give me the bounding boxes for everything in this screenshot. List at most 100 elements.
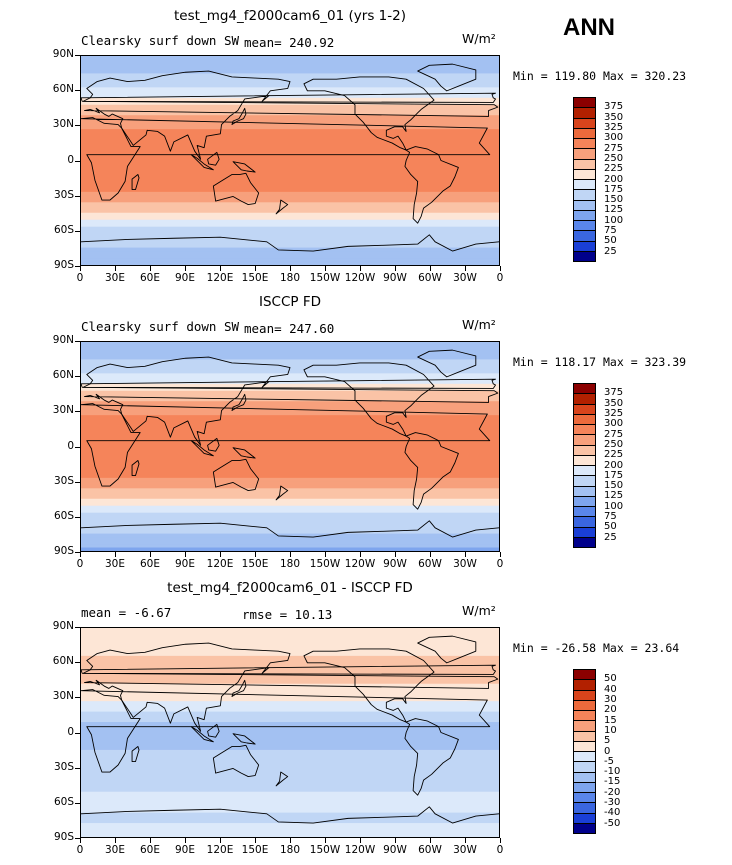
contour-band xyxy=(81,753,499,758)
coastline-uk xyxy=(81,92,496,103)
lon-tick-label: 180 xyxy=(279,844,301,856)
contour-band xyxy=(81,666,499,671)
colorbar-swatch xyxy=(574,445,595,456)
lon-tick-mark xyxy=(360,266,361,271)
coastline-greenland xyxy=(417,63,477,92)
contour-band xyxy=(81,690,499,695)
contour-band xyxy=(81,188,499,193)
contour-band xyxy=(81,383,499,388)
contour-band xyxy=(81,237,499,242)
lat-tick-label: 90N xyxy=(52,620,74,632)
coastline-japan xyxy=(231,393,247,411)
center-label: rmse = 10.13 xyxy=(242,607,333,622)
contour-band xyxy=(81,143,499,148)
colorbar-swatch xyxy=(574,670,595,681)
lat-tick-mark xyxy=(75,376,80,378)
lat-tick-mark xyxy=(75,230,80,232)
lat-tick-mark xyxy=(75,732,80,734)
lat-tick-label: 90S xyxy=(53,831,74,843)
contour-band xyxy=(81,136,499,141)
colorbar-swatch xyxy=(574,496,595,507)
contour-band xyxy=(81,659,499,664)
lon-tick-mark xyxy=(360,552,361,557)
contour-band xyxy=(81,251,499,256)
contour-band xyxy=(81,153,499,158)
contour-band xyxy=(81,104,499,109)
colorbar-swatch xyxy=(574,782,595,793)
coastline-greenland xyxy=(417,635,477,664)
colorbar-level-label: 250 xyxy=(604,438,624,450)
contour-band xyxy=(81,429,499,434)
contour-band xyxy=(81,369,499,374)
lon-tick-label: 0 xyxy=(496,844,504,856)
coastline-uk xyxy=(81,378,496,389)
lon-tick-label: 0 xyxy=(496,272,504,284)
lon-tick-mark xyxy=(80,838,81,843)
lon-tick-mark xyxy=(325,838,326,843)
contour-band xyxy=(81,760,499,765)
coastline-africa xyxy=(81,403,491,487)
lon-tick-label: 150E xyxy=(241,844,269,856)
lon-tick-label: 30W xyxy=(453,558,477,570)
colorbar-swatch xyxy=(574,384,595,395)
contour-band xyxy=(81,247,499,252)
colorbar-level-label: 0 xyxy=(604,745,611,757)
lon-tick-label: 0 xyxy=(76,558,84,570)
lon-tick-label: 120W xyxy=(344,272,376,284)
colorbar-swatch xyxy=(574,108,595,119)
colorbar-swatch xyxy=(574,476,595,487)
contour-band xyxy=(81,774,499,779)
colorbar-level-label: 350 xyxy=(604,111,624,123)
colorbar xyxy=(573,669,596,834)
contour-band xyxy=(81,449,499,455)
contour-band xyxy=(81,191,499,196)
colorbar-level-label: 225 xyxy=(604,449,624,461)
colorbar-swatch xyxy=(574,721,595,732)
lon-tick-label: 60E xyxy=(140,558,160,570)
lon-tick-label: 60W xyxy=(418,844,442,856)
contour-band xyxy=(81,795,499,800)
lon-tick-mark xyxy=(395,266,396,271)
lat-tick-label: 0 xyxy=(67,725,74,738)
colorbar-swatch xyxy=(574,537,595,547)
contour-band xyxy=(81,226,499,231)
units-label: W/m² xyxy=(462,317,496,332)
lat-tick-mark xyxy=(75,195,80,197)
coastline-borneo xyxy=(207,437,220,452)
lon-tick-label: 30E xyxy=(105,844,125,856)
lat-tick-label: 60S xyxy=(53,509,74,522)
colorbar-level-label: 275 xyxy=(604,142,624,154)
contour-band xyxy=(81,115,499,120)
lon-tick-mark xyxy=(80,266,81,271)
lon-tick-label: 90W xyxy=(383,558,407,570)
colorbar-level-label: -20 xyxy=(604,786,621,798)
contour-band xyxy=(81,540,499,545)
contour-band xyxy=(81,477,499,482)
contour-band xyxy=(81,830,499,835)
lon-tick-label: 0 xyxy=(76,272,84,284)
colorbar-level-label: 75 xyxy=(604,225,617,237)
lat-tick-label: 60S xyxy=(53,223,74,236)
colorbar-level-label: -10 xyxy=(604,766,621,778)
contour-band xyxy=(81,394,499,399)
contour-band xyxy=(81,254,499,259)
colorbar-level-label: 200 xyxy=(604,459,624,471)
contour-band xyxy=(81,163,499,169)
contour-band xyxy=(81,722,499,727)
contour-band xyxy=(81,812,499,817)
colorbar-swatch xyxy=(574,823,595,833)
lat-tick-mark xyxy=(75,767,80,769)
colorbar-level-label: 325 xyxy=(604,121,624,133)
colorbar-swatch xyxy=(574,486,595,497)
colorbar-swatch xyxy=(574,221,595,232)
contour-band xyxy=(81,781,499,786)
contour-band xyxy=(81,467,499,472)
contour-band xyxy=(81,443,499,448)
contour-band xyxy=(81,195,499,200)
contour-band xyxy=(81,198,499,203)
contour-band xyxy=(81,422,499,427)
lat-tick-label: 90N xyxy=(52,334,74,346)
colorbar-level-label: -5 xyxy=(604,755,614,767)
contour-band xyxy=(81,676,499,681)
coastline-nz xyxy=(275,485,289,501)
